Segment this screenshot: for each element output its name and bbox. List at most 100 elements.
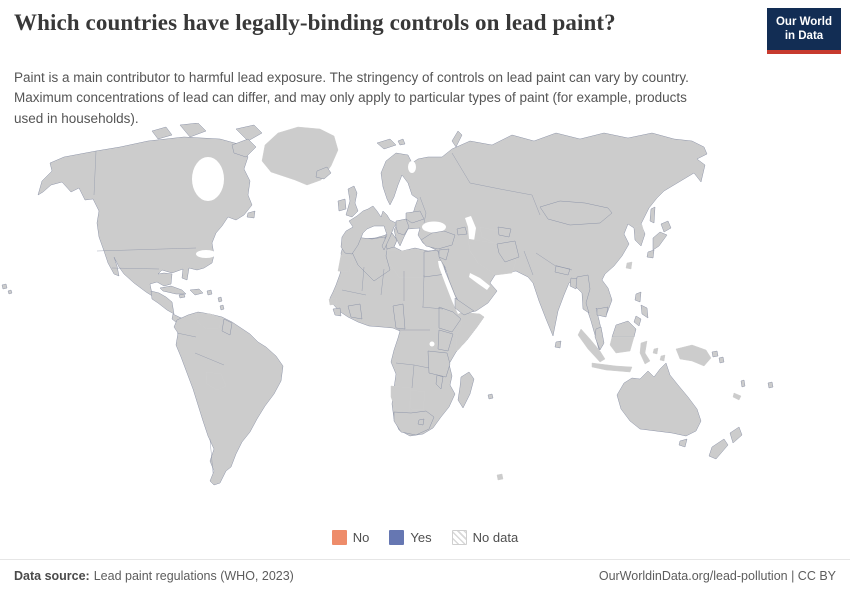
map-region-south-america[interactable] xyxy=(173,311,284,486)
map-region-turkey[interactable] xyxy=(420,230,456,250)
map-region-romania-moldova[interactable] xyxy=(405,210,425,224)
map-region-lesser-antilles[interactable] xyxy=(219,304,225,311)
map-region-central-america[interactable] xyxy=(150,290,175,315)
map-region-tasmania[interactable] xyxy=(678,438,688,448)
data-source-label: Data source: xyxy=(14,569,90,583)
map-region-afghanistan[interactable] xyxy=(496,240,520,263)
map-region-new-zealand[interactable] xyxy=(708,438,729,460)
legend-item-yes[interactable]: Yes xyxy=(389,530,432,545)
map-region-north-america[interactable] xyxy=(37,136,253,300)
map-region-new-caledonia[interactable] xyxy=(732,392,742,401)
map-region-guyana[interactable] xyxy=(221,318,233,336)
map-region-bolivia[interactable] xyxy=(205,371,227,391)
map-region-newfoundland[interactable] xyxy=(246,210,256,219)
map-region-hawaii[interactable] xyxy=(7,289,13,295)
map-region-malaysia-peninsula[interactable] xyxy=(594,326,605,351)
map-region-venezuela[interactable] xyxy=(195,312,223,330)
map-region-new-guinea[interactable] xyxy=(675,344,712,367)
map-region-jamaica[interactable] xyxy=(178,293,186,299)
map-region-solomon-islands[interactable] xyxy=(711,350,719,358)
map-region-sulawesi[interactable] xyxy=(639,340,651,365)
map-region-japan[interactable] xyxy=(660,220,672,233)
map-region-somalia[interactable] xyxy=(455,304,485,352)
map-region-sakhalin[interactable] xyxy=(649,206,656,224)
data-source: Data source: Lead paint regulations (WHO,… xyxy=(14,569,294,583)
map-region-sierra-leone[interactable] xyxy=(332,307,342,317)
map-region-ethiopia[interactable] xyxy=(438,306,462,333)
map-region-new-zealand[interactable] xyxy=(729,426,743,444)
owid-logo-line2: in Data xyxy=(784,30,824,43)
map-region-myanmar[interactable] xyxy=(575,274,591,314)
owid-logo-stripe xyxy=(767,49,841,54)
map-region-hispaniola[interactable] xyxy=(189,288,204,296)
map-region-philippines[interactable] xyxy=(634,291,642,303)
map-region-arctic-islands[interactable] xyxy=(151,126,173,140)
page-title: Which countries have legally-binding con… xyxy=(14,10,616,35)
map-region-south-africa[interactable] xyxy=(393,410,435,436)
map-region-arctic-islands[interactable] xyxy=(231,138,257,158)
map-region-solomon-islands[interactable] xyxy=(718,356,725,364)
lake-victoria xyxy=(429,341,435,347)
map-region-uk[interactable] xyxy=(345,185,359,218)
map-region-cuba[interactable] xyxy=(159,285,187,295)
map-region-philippines[interactable] xyxy=(633,315,642,327)
map-region-moluccas[interactable] xyxy=(659,354,666,362)
map-region-svalbard[interactable] xyxy=(376,138,397,150)
map-region-malaysia-borneo[interactable] xyxy=(611,320,637,338)
map-region-armenia-azerbaijan[interactable] xyxy=(456,226,468,236)
owid-logo[interactable]: Our World in Data xyxy=(767,8,841,54)
map-region-botswana[interactable] xyxy=(409,389,426,411)
map-region-malawi[interactable] xyxy=(435,374,444,390)
map-region-taiwan[interactable] xyxy=(625,261,633,270)
legend-item-no-data[interactable]: No data xyxy=(451,530,519,545)
map-region-madagascar[interactable] xyxy=(457,371,475,409)
map-region-fiji[interactable] xyxy=(767,381,774,389)
map-region-novaya-zemlya[interactable] xyxy=(451,130,463,148)
map-region-arctic-islands[interactable] xyxy=(235,124,263,142)
map-region-vanuatu[interactable] xyxy=(740,379,746,388)
map-region-sri-lanka[interactable] xyxy=(554,340,562,349)
map-region-japan[interactable] xyxy=(652,231,668,251)
map-region-tanzania[interactable] xyxy=(427,350,451,378)
map-region-hawaii[interactable] xyxy=(1,283,8,290)
map-region-japan[interactable] xyxy=(646,249,655,259)
map-region-lesser-antilles[interactable] xyxy=(217,296,223,303)
map-region-syria[interactable] xyxy=(438,248,450,261)
map-region-cambodia[interactable] xyxy=(596,306,609,318)
owid-link[interactable]: OurWorldinData.org/lead-pollution | CC B… xyxy=(598,569,836,583)
white-sea xyxy=(408,161,416,173)
map-region-ivory-coast[interactable] xyxy=(347,303,363,320)
map-region-australia[interactable] xyxy=(616,362,702,437)
map-region-iceland[interactable] xyxy=(315,166,332,180)
hudson-bay xyxy=(192,157,224,201)
map-region-yemen[interactable] xyxy=(454,297,475,316)
map-region-cameroon[interactable] xyxy=(392,303,406,330)
map-region-namibia[interactable] xyxy=(390,385,412,413)
legend-label-no-data: No data xyxy=(472,530,519,545)
map-region-north-korea[interactable] xyxy=(633,224,645,236)
map-region-balkans[interactable] xyxy=(395,218,410,236)
map-region-java[interactable] xyxy=(591,362,633,373)
map-region-turkmenistan[interactable] xyxy=(479,226,506,245)
map-region-kalimantan[interactable] xyxy=(609,336,635,354)
map-region-lesotho[interactable] xyxy=(417,418,425,426)
map-region-arctic-islands[interactable] xyxy=(179,123,207,138)
legend-item-no[interactable]: No xyxy=(331,530,369,545)
map-region-algeria[interactable] xyxy=(350,236,391,282)
map-region-guinea-bissau[interactable] xyxy=(328,297,338,306)
map-region-ireland[interactable] xyxy=(337,198,347,212)
map-region-kerguelen[interactable] xyxy=(496,473,504,481)
map-region-comoros[interactable] xyxy=(487,393,494,400)
map-region-philippines[interactable] xyxy=(640,304,649,319)
map-region-uzbekistan[interactable] xyxy=(497,226,512,238)
map-region-sumatra[interactable] xyxy=(577,328,606,363)
map-region-moluccas[interactable] xyxy=(652,347,659,355)
map-region-kenya[interactable] xyxy=(437,329,454,352)
chart-footer: Data source: Lead paint regulations (WHO,… xyxy=(0,559,850,583)
map-region-svalbard[interactable] xyxy=(397,138,406,146)
map-region-puerto-rico[interactable] xyxy=(206,289,213,296)
world-map[interactable] xyxy=(0,123,850,525)
legend-swatch-yes xyxy=(389,530,405,545)
map-region-mongolia[interactable] xyxy=(539,200,613,226)
map-region-western-sahara[interactable] xyxy=(337,254,355,273)
